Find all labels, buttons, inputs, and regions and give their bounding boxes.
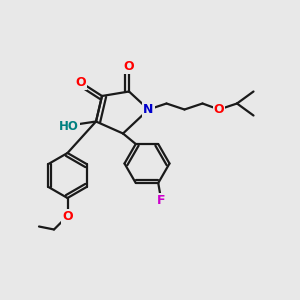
Text: O: O xyxy=(124,59,134,73)
Text: N: N xyxy=(143,103,154,116)
Text: O: O xyxy=(214,103,224,116)
Text: O: O xyxy=(62,209,73,223)
Text: F: F xyxy=(157,194,166,207)
Text: HO: HO xyxy=(59,119,79,133)
Text: O: O xyxy=(76,76,86,89)
